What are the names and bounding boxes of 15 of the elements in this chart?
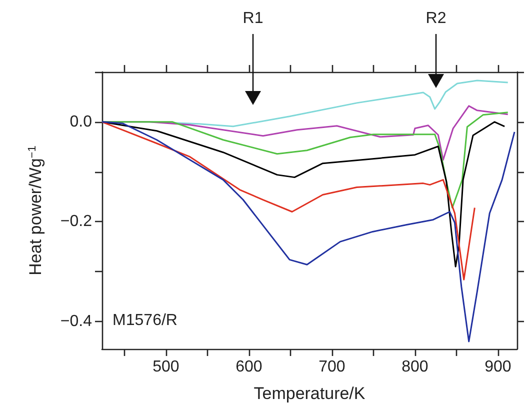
x-tick-label: 900 (484, 358, 512, 376)
x-axis-title: Temperature/K (254, 384, 366, 403)
line-series (101, 121, 516, 342)
y-tick-label: −0.2 (60, 213, 92, 230)
y-tick-label: −0.4 (60, 313, 92, 330)
text: R1 (242, 10, 264, 28)
x-tick-label: 600 (236, 358, 262, 376)
x-tick-label: 800 (402, 358, 428, 376)
text: R2 (426, 10, 446, 28)
x-tick-label: 500 (152, 358, 180, 376)
line-series (101, 112, 509, 209)
x-tick-label: 700 (318, 358, 346, 376)
y-axis-title: Heat power/Wg−1 (26, 146, 45, 276)
y-tick-label: 0.0 (70, 113, 92, 130)
annotation: M1576/R (112, 312, 178, 330)
